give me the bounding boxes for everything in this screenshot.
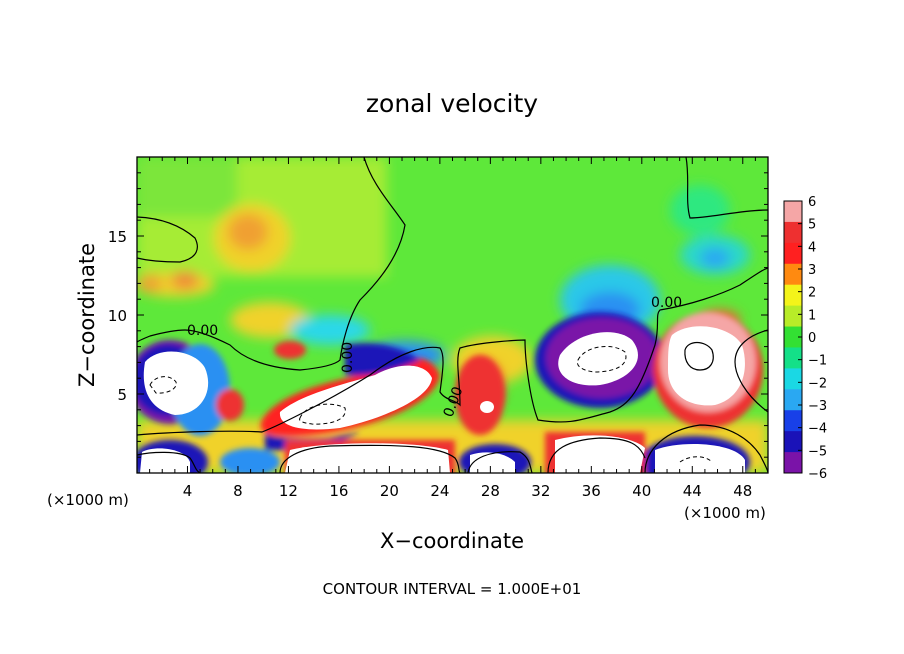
y-axis-label: Z−coordinate: [75, 243, 99, 387]
x-tick-label: 48: [733, 482, 752, 500]
colorbar-swatch: [784, 221, 802, 244]
colorbar-tick-label: −3: [808, 399, 827, 414]
field-saturated: [140, 326, 745, 473]
x-tick-label: 44: [683, 482, 702, 500]
colorbar-swatch: [784, 242, 802, 265]
colorbar-tick-label: 4: [808, 240, 816, 255]
colorbar-swatch: [784, 368, 802, 390]
colorbar-tick-label: −6: [808, 467, 827, 482]
field-smooth: [137, 157, 768, 473]
contour-label: 0.00: [651, 295, 682, 311]
colorbar-tick-label: −5: [808, 444, 827, 459]
x-tick-label: 28: [481, 482, 500, 500]
x-tick-label: 24: [430, 482, 449, 500]
chart-title: zonal velocity: [366, 89, 538, 118]
x-axis-ticks: 4 8 12 16 20 24 28 32 36 40 44 48: [149, 157, 756, 500]
x-tick-label: 20: [380, 482, 399, 500]
contour-lines-dashed: [149, 345, 713, 463]
colorbar-tick-label: 2: [808, 286, 816, 301]
x-tick-label: 8: [233, 482, 243, 500]
x-tick-label: 36: [582, 482, 601, 500]
x-tick-label: 12: [279, 482, 298, 500]
colorbar-tick-label: 5: [808, 218, 816, 233]
contour-label: 0.00: [187, 323, 218, 339]
plot-area: 0.00 0.00 0.00 0.00: [137, 157, 768, 473]
colorbar-swatch: [784, 431, 802, 453]
colorbar-tick-label: 6: [808, 195, 816, 210]
y-tick-label: 15: [108, 228, 127, 246]
x-tick-label: 16: [329, 482, 348, 500]
colorbar-swatch: [784, 263, 802, 286]
contour-label: 0.00: [340, 342, 356, 373]
colorbar-tick-label: 0: [808, 331, 816, 346]
colorbar-tick-label: −1: [808, 354, 827, 369]
y-tick-label: 5: [117, 386, 127, 404]
colorbar-swatch: [784, 305, 802, 328]
colorbar-swatch: [784, 389, 802, 411]
colorbar-swatch: [784, 201, 802, 223]
colorbar-swatch: [784, 347, 802, 369]
colorbar-tick-label: −4: [808, 422, 827, 437]
colorbar-swatch: [784, 410, 802, 432]
y-axis-ticks: 5 10 15: [108, 172, 768, 458]
colorbar-tick-label: −2: [808, 376, 827, 391]
x-unit-right: (×1000 m): [684, 504, 766, 522]
x-tick-label: 32: [531, 482, 550, 500]
colorbar: 6 5 4 3 2 1 0 −1 −2 −3 −4 −5 −6: [783, 195, 827, 482]
y-tick-label: 10: [108, 307, 127, 325]
colorbar-swatch: [784, 326, 802, 348]
x-axis-label: X−coordinate: [380, 529, 524, 553]
colorbar-tick-label: 3: [808, 263, 816, 278]
contour-lines: [137, 157, 768, 473]
colorbar-swatch: [784, 284, 802, 307]
x-unit-left: (×1000 m): [47, 491, 129, 509]
x-tick-label: 40: [632, 482, 651, 500]
colorbar-swatch: [784, 452, 802, 474]
colorbar-tick-label: 1: [808, 308, 816, 323]
contour-interval-note: CONTOUR INTERVAL = 1.000E+01: [323, 580, 582, 598]
x-tick-label: 4: [183, 482, 193, 500]
